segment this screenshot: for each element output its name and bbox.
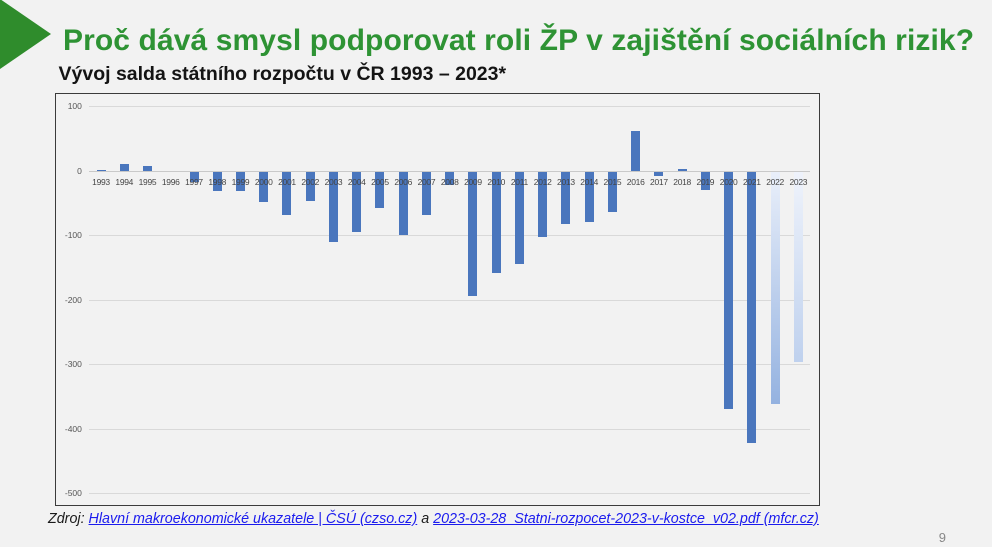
source-prefix: Zdroj: bbox=[48, 511, 89, 527]
green-arrow-shape bbox=[0, 0, 51, 69]
x-axis-label-2005: 2005 bbox=[371, 176, 389, 187]
x-axis-label-1999: 1999 bbox=[231, 176, 250, 187]
x-axis-label-2011: 2011 bbox=[510, 176, 528, 187]
bar-2015 bbox=[607, 171, 617, 213]
gridline--400 bbox=[89, 428, 810, 430]
x-axis-label-1994: 1994 bbox=[115, 176, 134, 187]
bar-2006 bbox=[398, 171, 408, 235]
source-separator: a bbox=[417, 511, 434, 527]
bar-2016 bbox=[631, 130, 641, 171]
x-axis-label-2007: 2007 bbox=[417, 176, 436, 187]
source-link-mfcr[interactable]: 2023-03-28_Statni-rozpocet-2023-v-kostce… bbox=[433, 511, 819, 527]
x-axis-label-2002: 2002 bbox=[301, 176, 320, 187]
x-axis-label-1993: 1993 bbox=[92, 176, 110, 187]
bar-2017 bbox=[654, 171, 664, 176]
y-axis-label-0: 0 bbox=[77, 165, 82, 176]
x-axis-label-1996: 1996 bbox=[161, 176, 180, 187]
x-axis-label-2020: 2020 bbox=[719, 176, 738, 187]
x-axis-label-2023: 2023 bbox=[789, 176, 808, 187]
bar-1999 bbox=[235, 171, 245, 191]
y-axis-label-100: 100 bbox=[67, 101, 82, 112]
x-axis-label-2022: 2022 bbox=[766, 176, 784, 187]
bar-chart: 100 0 -100 -200 -300 -400 -500 1993 1994 1995 1996… bbox=[55, 93, 820, 506]
gridline--300 bbox=[89, 364, 810, 366]
chart-title: Vývoj salda státního rozpočtu v ČR 1993 … bbox=[58, 63, 507, 85]
x-axis-label-2003: 2003 bbox=[324, 176, 343, 187]
gridline--500 bbox=[89, 493, 810, 495]
bar-2000 bbox=[259, 171, 269, 202]
x-axis-label-1997: 1997 bbox=[185, 176, 203, 187]
bar-2018 bbox=[677, 168, 687, 171]
y-axis-label--100: -100 bbox=[64, 230, 82, 241]
bar-2019 bbox=[700, 171, 710, 191]
x-axis-label-2001: 2001 bbox=[278, 176, 296, 187]
y-axis-label--400: -400 bbox=[64, 423, 82, 434]
bar-2011 bbox=[514, 171, 524, 264]
plot-area: 100 0 -100 -200 -300 -400 -500 1993 1994 1995 1996… bbox=[56, 94, 819, 505]
x-axis-label-2012: 2012 bbox=[533, 176, 552, 187]
x-axis-label-2010: 2010 bbox=[487, 176, 506, 187]
source-line: Zdroj: Hlavní makroekonomické ukazatele … bbox=[48, 511, 948, 527]
source-link-csu[interactable]: Hlavní makroekonomické ukazatele | ČSÚ (… bbox=[88, 511, 418, 527]
page-number: 9 bbox=[938, 530, 946, 545]
bar-1994 bbox=[119, 164, 129, 171]
x-axis-label-2006: 2006 bbox=[394, 176, 413, 187]
x-axis-line bbox=[89, 170, 810, 172]
bar-2009 bbox=[468, 171, 478, 296]
x-axis-label-2009: 2009 bbox=[464, 176, 482, 187]
bar-2014 bbox=[584, 171, 594, 222]
x-axis-label-2008: 2008 bbox=[440, 176, 459, 187]
x-axis-label-1998: 1998 bbox=[208, 176, 227, 187]
x-axis-label-2016: 2016 bbox=[626, 176, 645, 187]
gridline--100 bbox=[89, 235, 810, 237]
x-axis-label-2013: 2013 bbox=[557, 176, 575, 187]
x-axis-label-2015: 2015 bbox=[603, 176, 622, 187]
x-axis-label-2017: 2017 bbox=[650, 176, 668, 187]
bar-2013 bbox=[561, 171, 571, 225]
bar-2005 bbox=[375, 171, 385, 209]
bar-2020 bbox=[724, 171, 734, 409]
y-axis-label--300: -300 bbox=[64, 359, 82, 370]
slide-title: Proč dává smysl podporovat roli ŽP v zaj… bbox=[63, 23, 975, 57]
gridline-100 bbox=[89, 106, 810, 108]
y-axis-label--200: -200 bbox=[64, 294, 82, 305]
bar-1997 bbox=[189, 171, 199, 182]
bar-2023 bbox=[793, 171, 803, 363]
bar-1995 bbox=[143, 166, 152, 171]
bar-2004 bbox=[352, 171, 362, 233]
bar-2001 bbox=[282, 171, 292, 216]
bar-2003 bbox=[328, 171, 338, 243]
x-axis-label-2004: 2004 bbox=[347, 176, 366, 187]
bar-1993 bbox=[96, 169, 106, 171]
bar-2002 bbox=[305, 171, 315, 202]
bar-2012 bbox=[538, 171, 548, 237]
bar-2021 bbox=[747, 171, 757, 443]
y-axis-label--500: -500 bbox=[64, 488, 82, 499]
gridline--200 bbox=[89, 299, 810, 301]
x-axis-label-2019: 2019 bbox=[696, 176, 715, 187]
x-axis-label-1995: 1995 bbox=[138, 176, 157, 187]
x-axis-label-2014: 2014 bbox=[580, 176, 599, 187]
x-axis-label-2021: 2021 bbox=[743, 176, 761, 187]
bar-2007 bbox=[421, 171, 431, 215]
x-axis-label-2000: 2000 bbox=[254, 176, 273, 187]
bar-1998 bbox=[212, 171, 222, 191]
x-axis-label-2018: 2018 bbox=[673, 176, 691, 187]
bar-2022 bbox=[770, 171, 780, 405]
bar-2008 bbox=[445, 171, 455, 185]
bar-2010 bbox=[491, 171, 501, 273]
